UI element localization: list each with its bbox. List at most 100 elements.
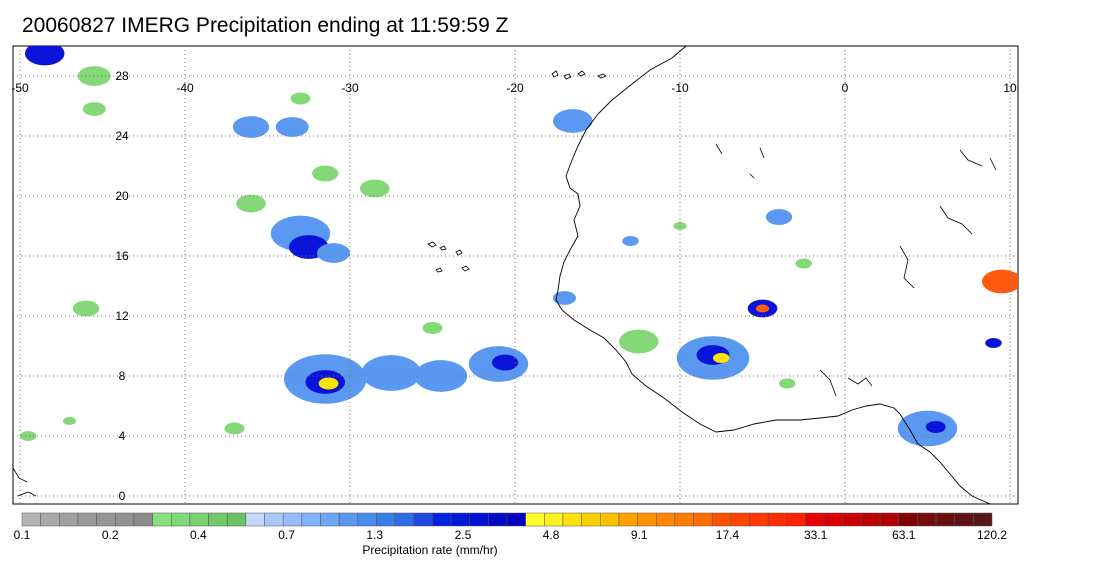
precip-cell [414, 360, 468, 392]
precip-cell [317, 243, 350, 263]
colorbar-swatch [618, 512, 638, 527]
lat-tick-label: 8 [119, 369, 126, 383]
graticule-grid [13, 46, 1018, 504]
colorbar-swatch [954, 512, 974, 527]
precip-cell [359, 179, 390, 198]
precip-cell [361, 355, 421, 391]
colorbar-swatch [469, 512, 489, 527]
colorbar-swatch [730, 512, 750, 527]
precip-cell [491, 354, 519, 371]
lat-tick-label: 12 [115, 309, 129, 323]
colorbar-swatch [115, 512, 135, 527]
precip-cell [72, 300, 100, 317]
lon-tick-label: -30 [341, 81, 359, 95]
colorbar-swatch [189, 512, 209, 527]
colorbar-tick-label: 1.3 [366, 528, 383, 542]
colorbar-tick-label: 33.1 [804, 528, 828, 542]
precip-cell [312, 165, 339, 182]
precip-cell [82, 102, 106, 116]
colorbar-tick-label: 4.8 [543, 528, 560, 542]
colorbar-swatch [525, 512, 545, 527]
lat-tick-label: 0 [119, 489, 126, 503]
colorbar-swatch [711, 512, 732, 527]
lon-tick-label: -50 [11, 81, 29, 95]
precip-cell [275, 117, 309, 137]
colorbar-swatch [786, 512, 806, 527]
coastline-layer [13, 46, 997, 504]
inland-lakes-rivers [715, 143, 997, 397]
colorbar-tick-label: 120.2 [977, 528, 1007, 542]
colorbar-swatch [674, 512, 694, 527]
colorbar-swatch [21, 512, 41, 527]
lat-tick-label: 4 [119, 429, 126, 443]
colorbar-swatch [432, 512, 452, 527]
south-america-coast [13, 467, 37, 497]
precip-cell [224, 422, 245, 435]
colorbar-swatch [226, 512, 247, 527]
precip-cell [62, 417, 77, 425]
colorbar-swatch [581, 512, 601, 527]
colorbar-swatch [506, 512, 526, 527]
africa-coastline [555, 46, 901, 433]
precip-cell [20, 431, 37, 441]
precip-cell [795, 258, 812, 269]
colorbar-swatch [488, 512, 508, 527]
colorbar-swatch [935, 512, 955, 527]
colorbar-swatch [301, 512, 321, 527]
colorbar-swatch [562, 512, 582, 527]
precip-cell [618, 329, 659, 354]
colorbar-swatch [59, 512, 79, 527]
colorbar-tick-label: 0.4 [190, 528, 207, 542]
precip-cell [985, 338, 1002, 348]
colorbar-tick-label: 0.2 [102, 528, 119, 542]
colorbar-tick-label: 9.1 [631, 528, 648, 542]
colorbar-swatch [879, 512, 899, 527]
colorbar-swatch [357, 512, 377, 527]
lon-tick-label: 10 [1003, 81, 1017, 95]
lon-tick-label: -40 [176, 81, 194, 95]
precip-cell [981, 269, 1018, 294]
colorbar-title: Precipitation rate (mm/hr) [362, 543, 497, 557]
colorbar-swatch [320, 512, 340, 527]
colorbar-swatch [133, 512, 153, 527]
precip-cell [77, 66, 111, 86]
colorbar-swatch [264, 512, 284, 527]
colorbar-swatch [637, 512, 657, 527]
colorbar-swatch [376, 512, 396, 527]
gulf-of-guinea-coast [899, 413, 991, 504]
precipitation-layer [20, 46, 1018, 447]
colorbar-swatch [152, 512, 172, 527]
colorbar-tick-label: 0.1 [14, 528, 31, 542]
colorbar-tick-label: 17.4 [716, 528, 740, 542]
precip-cell [552, 291, 577, 305]
colorbar-swatch [973, 512, 993, 527]
colorbar-tick-label: 0.7 [278, 528, 295, 542]
colorbar-swatch [805, 512, 825, 527]
colorbar-swatch [917, 512, 937, 527]
lat-tick-label: 28 [115, 69, 129, 83]
colorbar-swatch [600, 512, 620, 527]
lon-tick-label: 0 [842, 81, 849, 95]
colorbar-swatch [77, 512, 97, 527]
axis-labels: -50 -40 -30 -20 -10 0 10 0 4 8 12 16 20 24 28 [11, 69, 1017, 503]
lat-tick-label: 16 [115, 249, 129, 263]
colorbar-swatch [898, 512, 918, 527]
colorbar-swatch [338, 512, 359, 527]
canary-islands [551, 70, 607, 80]
colorbar-swatch [861, 512, 881, 527]
colorbar-swatch [208, 512, 228, 527]
colorbar-swatch [170, 512, 191, 527]
colorbar-swatch [40, 512, 60, 527]
lat-tick-label: 24 [115, 129, 129, 143]
precip-cell [713, 353, 730, 363]
precip-cell [779, 378, 796, 389]
colorbar-swatch [413, 512, 433, 527]
lon-tick-label: -20 [506, 81, 524, 95]
precip-cell [318, 377, 339, 390]
colorbar-swatch [282, 512, 303, 527]
precip-cell [755, 304, 770, 313]
precip-cell [232, 116, 270, 138]
colorbar-swatch [693, 512, 713, 527]
colorbar-swatch [823, 512, 844, 527]
precip-cell [765, 209, 793, 225]
